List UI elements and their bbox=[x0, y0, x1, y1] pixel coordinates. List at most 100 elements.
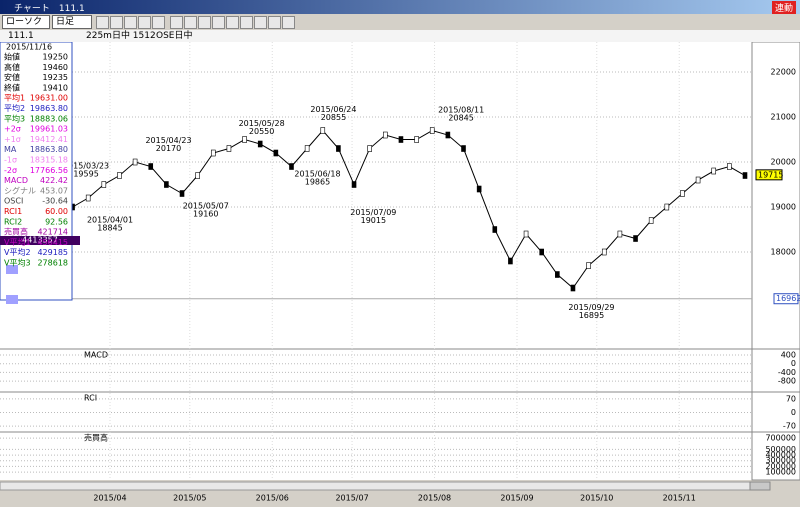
tool-button[interactable] bbox=[254, 16, 267, 29]
x-tick-label: 2015/10 bbox=[580, 494, 613, 503]
candle bbox=[476, 185, 482, 193]
info-value: -30.64 bbox=[42, 197, 68, 206]
candle bbox=[398, 136, 404, 143]
chart-type-select[interactable]: ローソク bbox=[2, 15, 50, 29]
annotation-date: 2015/05/07 bbox=[183, 201, 229, 210]
tool-button[interactable] bbox=[152, 16, 165, 29]
y-tick-label: 400 bbox=[781, 351, 796, 360]
price-line bbox=[9, 129, 746, 289]
info-label: OSCI bbox=[4, 197, 23, 206]
y-tick-label: 300000 bbox=[765, 456, 796, 465]
tab[interactable]: 111.1 bbox=[8, 31, 34, 41]
candle bbox=[367, 145, 372, 152]
candle bbox=[648, 217, 654, 224]
chart: 18000190002000021000220004000-400-800MAC… bbox=[0, 42, 800, 503]
cursor-box bbox=[773, 293, 799, 305]
info-value: 18315.18 bbox=[30, 156, 68, 165]
candle bbox=[742, 172, 748, 179]
candle bbox=[445, 131, 451, 139]
y-tick-label: 18000 bbox=[771, 248, 796, 257]
tool-button[interactable] bbox=[124, 16, 137, 29]
candle bbox=[664, 203, 670, 211]
axis-area bbox=[751, 42, 800, 481]
tab[interactable]: 225m日中 1512 bbox=[86, 31, 156, 41]
annotation-date: 2015/06/18 bbox=[294, 170, 340, 179]
candle bbox=[601, 248, 607, 256]
x-tick-label: 2015/07 bbox=[335, 494, 368, 503]
y-tick-label: 100000 bbox=[765, 468, 796, 477]
candle bbox=[351, 181, 357, 188]
y-tick-label: 0 bbox=[791, 408, 796, 417]
tool-button[interactable] bbox=[226, 16, 239, 29]
info-label: 始値 bbox=[4, 52, 20, 62]
y-tick-label: 19000 bbox=[771, 203, 796, 212]
info-date: 2015/11/16 bbox=[6, 43, 52, 52]
candle bbox=[164, 181, 169, 188]
cursor-price: 16962 bbox=[776, 294, 800, 303]
annotation-date: 2015/05/28 bbox=[239, 119, 285, 128]
title-bar: チャート 111.1 連動 bbox=[0, 0, 800, 14]
info-value: 421714 bbox=[37, 228, 68, 237]
x-tick-label: 2015/04 bbox=[93, 494, 126, 503]
y-tick-label: 22000 bbox=[771, 68, 796, 77]
tool-button[interactable] bbox=[198, 16, 211, 29]
annotation-value: 20855 bbox=[321, 113, 346, 122]
candle bbox=[461, 145, 466, 152]
annotation-date: 2015/06/24 bbox=[310, 105, 356, 114]
info-label: -2σ bbox=[4, 166, 17, 175]
y-tick-label: -800 bbox=[778, 377, 796, 386]
volume-marker: 4413357 bbox=[22, 236, 58, 245]
y-tick-label: 200000 bbox=[765, 462, 796, 471]
info-label: V平均3 bbox=[4, 258, 31, 268]
tool-button[interactable] bbox=[138, 16, 151, 29]
info-value: 19235 bbox=[43, 73, 68, 82]
annotation-value: 19015 bbox=[361, 216, 386, 225]
tool-button[interactable] bbox=[240, 16, 253, 29]
annotation-value: 20170 bbox=[156, 144, 181, 153]
info-value: 18883.06 bbox=[30, 114, 68, 123]
candle bbox=[539, 248, 545, 256]
info-label: +2σ bbox=[4, 125, 21, 134]
annotation-value: 20550 bbox=[249, 127, 274, 136]
annotation-date: 2015/07/09 bbox=[350, 208, 396, 217]
x-tick-label: 2015/09 bbox=[500, 494, 533, 503]
info-label: シグナル bbox=[4, 185, 36, 195]
info-panel bbox=[0, 42, 73, 301]
candle bbox=[680, 190, 685, 197]
scrollbar[interactable] bbox=[0, 481, 771, 491]
tool-button[interactable] bbox=[268, 16, 281, 29]
candle bbox=[508, 257, 513, 265]
tool-button[interactable] bbox=[96, 16, 109, 29]
annotation-value: 16895 bbox=[579, 311, 604, 320]
info-value: 19250 bbox=[43, 53, 68, 62]
scroll-thumb[interactable] bbox=[749, 481, 771, 491]
tool-button[interactable] bbox=[170, 16, 183, 29]
candle bbox=[226, 145, 232, 152]
candle bbox=[570, 284, 576, 292]
candle bbox=[523, 230, 529, 238]
annotation-value: 20845 bbox=[448, 113, 473, 122]
info-value: 92.56 bbox=[45, 217, 68, 226]
y-tick-label: 21000 bbox=[771, 113, 796, 122]
info-label: MA bbox=[4, 145, 17, 154]
info-label: RCI2 bbox=[4, 217, 22, 226]
candle bbox=[148, 163, 154, 170]
info-value: 429185 bbox=[37, 248, 68, 257]
plot-area bbox=[0, 42, 752, 480]
annotation-date: 2015/08/11 bbox=[438, 105, 484, 114]
info-label: +1σ bbox=[4, 135, 21, 144]
x-tick-label: 2015/11 bbox=[663, 494, 696, 503]
tool-button[interactable] bbox=[282, 16, 295, 29]
tab[interactable]: OSE日中 bbox=[156, 31, 193, 41]
period-select[interactable]: 日足 bbox=[52, 15, 92, 29]
tool-button[interactable] bbox=[212, 16, 225, 29]
tool-button[interactable] bbox=[184, 16, 197, 29]
tool-button[interactable] bbox=[110, 16, 123, 29]
y-tick-label: 20000 bbox=[771, 158, 796, 167]
link-badge[interactable]: 連動 bbox=[771, 1, 796, 14]
volume-marker-box bbox=[0, 236, 80, 245]
info-value: 19410 bbox=[43, 83, 68, 92]
info-value: 17766.56 bbox=[30, 166, 68, 175]
candle bbox=[273, 149, 279, 157]
marker-box bbox=[6, 265, 18, 274]
